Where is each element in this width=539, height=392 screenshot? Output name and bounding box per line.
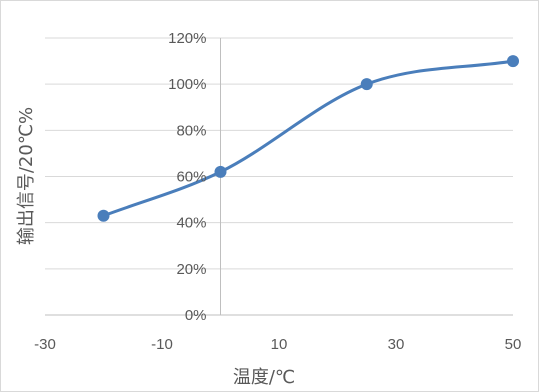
data-point-marker xyxy=(360,78,373,91)
data-point-marker xyxy=(507,55,519,68)
y-tick-label: 80% xyxy=(176,122,206,139)
y-axis-title: 输出信号/20℃% xyxy=(16,107,37,245)
x-tick-label: 10 xyxy=(271,336,288,353)
y-tick-label: 100% xyxy=(168,76,206,93)
y-tick-label: 40% xyxy=(176,215,206,232)
x-axis-title: 温度/℃ xyxy=(233,367,295,388)
y-tick-label: 60% xyxy=(176,169,206,186)
x-tick-label: 30 xyxy=(388,336,405,353)
series xyxy=(97,55,519,222)
y-tick-label: 20% xyxy=(176,261,206,278)
x-tick-label: 50 xyxy=(505,336,522,353)
y-tick-label: 120% xyxy=(168,30,206,47)
tick-labels: 0% 20% 40% 60% 80% 100% 120% -30 -10 10 30 50 xyxy=(34,30,521,353)
x-tick-label: -30 xyxy=(34,336,56,353)
x-tick-label: -10 xyxy=(151,336,173,353)
gridlines xyxy=(45,37,513,270)
data-point-marker xyxy=(97,209,110,222)
data-point-marker xyxy=(214,165,227,178)
series-line xyxy=(102,59,515,218)
y-tick-label: 0% xyxy=(185,307,207,324)
